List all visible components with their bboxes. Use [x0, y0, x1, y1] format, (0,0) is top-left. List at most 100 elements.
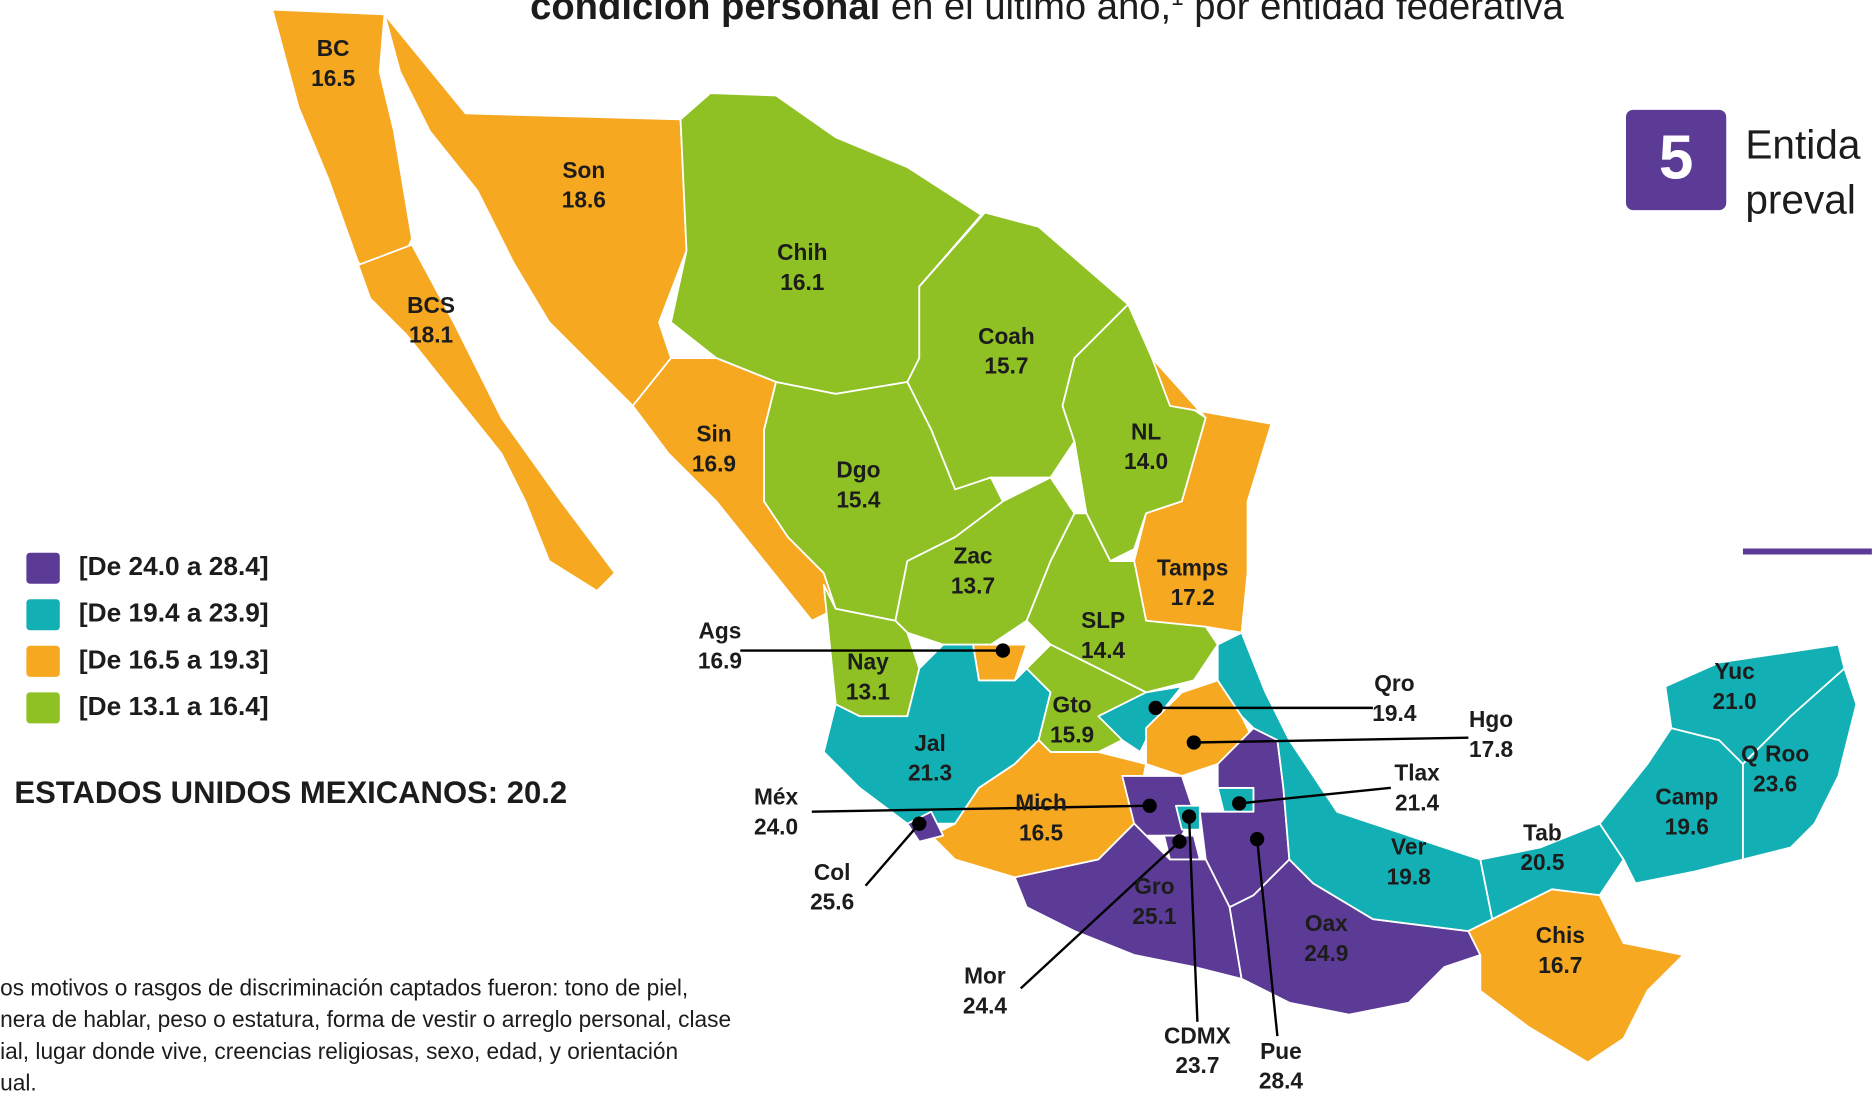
state-abbr: BCS — [407, 292, 455, 318]
state-value: 15.4 — [836, 486, 881, 512]
leader-dot — [995, 643, 1011, 658]
leader-dot — [912, 816, 927, 831]
state-value: 15.9 — [1050, 722, 1094, 748]
title-sup: 1 — [1171, 0, 1184, 10]
state-shape — [1467, 888, 1685, 1064]
state-abbr: Camp — [1655, 784, 1718, 810]
state-abbr: Oax — [1305, 910, 1348, 936]
state-abbr: Qro — [1374, 670, 1414, 696]
legend-swatch — [26, 599, 60, 631]
state-abbr: Dgo — [836, 457, 880, 483]
state-value: 13.7 — [951, 572, 995, 598]
state-value: 21.0 — [1713, 688, 1757, 714]
state-abbr: Q Roo — [1741, 741, 1809, 767]
state-abbr: Chih — [777, 239, 827, 265]
leader-line — [1193, 736, 1469, 744]
state-abbr: Hgo — [1469, 706, 1513, 732]
state-abbr: SLP — [1081, 607, 1125, 633]
leader-dot — [1232, 796, 1247, 811]
state-value: 24.4 — [963, 992, 1008, 1018]
state-shape — [1742, 667, 1858, 861]
state-abbr: CDMX — [1164, 1022, 1231, 1048]
state-abbr: Yuc — [1714, 658, 1754, 684]
state-value: 19.8 — [1387, 864, 1431, 890]
state-value: 21.3 — [908, 760, 952, 786]
state-value: 16.5 — [1019, 819, 1063, 845]
states-layer — [271, 8, 1858, 1064]
state-abbr: Sin — [696, 421, 731, 447]
leader-line — [811, 804, 1150, 813]
state-value: 16.7 — [1538, 952, 1582, 978]
state-value: 18.6 — [562, 187, 606, 213]
state-abbr: Zac — [953, 542, 992, 568]
footnote: os motivos o rasgos de discriminación ca… — [0, 975, 731, 1096]
leader-dot — [1249, 832, 1265, 847]
title-end: por entidad federativa — [1184, 0, 1565, 28]
leader-line — [1255, 839, 1279, 1037]
state-abbr: Pue — [1260, 1038, 1302, 1064]
state-abbr: Gto — [1053, 692, 1092, 718]
state-value: 19.4 — [1372, 700, 1417, 726]
title: condición personal en el último año,1 po… — [530, 0, 1564, 28]
leader-dot — [1172, 834, 1187, 849]
state-shape — [357, 243, 616, 592]
footnote-line: ial, lugar donde vive, creencias religio… — [0, 1038, 678, 1064]
state-abbr: Jal — [914, 730, 946, 756]
state-value: 13.1 — [846, 679, 890, 705]
state-value: 23.7 — [1175, 1052, 1219, 1078]
state-value: 20.5 — [1520, 849, 1564, 875]
leader-dot — [1142, 798, 1157, 813]
national-total: ESTADOS UNIDOS MEXICANOS: 20.2 — [14, 775, 567, 810]
legend-swatch — [26, 552, 60, 584]
panel-line: preval — [1745, 177, 1856, 223]
state-abbr: Tlax — [1394, 760, 1440, 786]
state-value: 25.1 — [1132, 903, 1176, 929]
legend-label: [De 24.0 a 28.4] — [79, 551, 269, 581]
leader-line — [1187, 816, 1199, 1022]
state-abbr: Ver — [1391, 834, 1426, 860]
legend-swatch — [26, 645, 60, 677]
state-value: 24.9 — [1304, 940, 1348, 966]
leaders-layer — [740, 643, 1469, 1037]
state-abbr: Son — [562, 157, 605, 183]
state-shape — [1216, 631, 1494, 932]
state-abbr: Tamps — [1157, 554, 1228, 580]
state-value: 24.0 — [754, 813, 798, 839]
title-rest: en el último año, — [880, 0, 1171, 28]
state-abbr: Mor — [964, 963, 1006, 989]
state-value: 16.5 — [311, 65, 355, 91]
footnote-line: os motivos o rasgos de discriminación ca… — [0, 975, 688, 1001]
state-abbr: Tab — [1523, 819, 1562, 845]
legend-label: [De 19.4 a 23.9] — [79, 598, 269, 628]
state-abbr: Mich — [1015, 790, 1067, 816]
state-value: 14.4 — [1081, 637, 1126, 663]
leader-dot — [1186, 735, 1202, 750]
state-value: 25.6 — [810, 889, 854, 915]
leader-line — [1019, 840, 1181, 990]
panel-badge — [1625, 109, 1727, 211]
legend-label: [De 16.5 a 19.3] — [79, 644, 269, 674]
state-abbr: BC — [317, 35, 350, 61]
state-abbr: Gro — [1134, 873, 1174, 899]
footnote-line: ual. — [0, 1069, 37, 1095]
state-value: 16.9 — [692, 451, 736, 477]
state-value: 19.6 — [1665, 813, 1709, 839]
state-abbr: NL — [1131, 418, 1161, 444]
state-abbr: Méx — [754, 784, 798, 810]
state-abbr: Ags — [699, 618, 742, 644]
state-value: 17.2 — [1171, 584, 1215, 610]
state-value: 17.8 — [1469, 736, 1513, 762]
state-value: 14.0 — [1124, 448, 1168, 474]
state-abbr: Nay — [847, 649, 889, 675]
legend-label: [De 13.1 a 16.4] — [79, 691, 269, 721]
labels-layer: BC 16.5 Son 18.6 BCS 18.1 Chih 16.1 Coah 15.7 Sin 1… — [311, 35, 1809, 1094]
legend-swatch — [26, 692, 60, 724]
state-value: 18.1 — [409, 322, 453, 348]
state-value: 21.4 — [1395, 790, 1440, 816]
state-abbr: Coah — [978, 323, 1035, 349]
state-abbr: Chis — [1536, 922, 1585, 948]
title-bold: condición personal — [530, 0, 880, 28]
state-value: 28.4 — [1259, 1068, 1304, 1094]
